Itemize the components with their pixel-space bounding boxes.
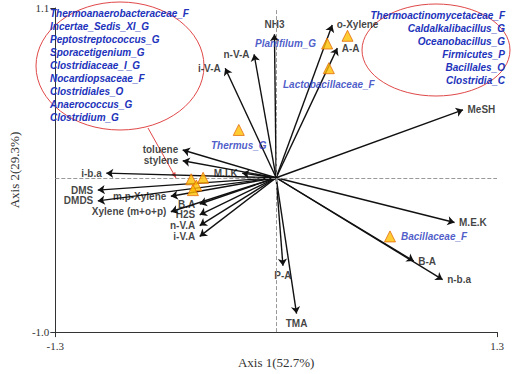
svg-text:Planifilum_G: Planifilum_G	[255, 38, 316, 49]
svg-text:Thermus_G: Thermus_G	[211, 140, 267, 151]
svg-text:n-V-A: n-V-A	[223, 49, 249, 60]
svg-text:Thermoanaerobacteraceae_F: Thermoanaerobacteraceae_F	[50, 8, 190, 19]
svg-text:TMA: TMA	[286, 318, 308, 329]
svg-text:i-V-A: i-V-A	[198, 63, 221, 74]
svg-text:Bacillales_O: Bacillales_O	[446, 62, 506, 73]
svg-text:i-b.a: i-b.a	[81, 168, 102, 179]
svg-text:i-V.A: i-V.A	[173, 231, 195, 242]
svg-text:Peptostreptococcus_G: Peptostreptococcus_G	[50, 34, 160, 45]
svg-text:Clostridiaceae_I_G: Clostridiaceae_I_G	[50, 60, 140, 71]
svg-text:n-V.A: n-V.A	[170, 220, 195, 231]
svg-text:Xylene (m+o+p): Xylene (m+o+p)	[92, 206, 166, 217]
svg-text:Sporacetigenium_G: Sporacetigenium_G	[50, 47, 145, 58]
svg-text:Axis 1(52.7%): Axis 1(52.7%)	[238, 355, 315, 370]
svg-text:Nocardiopsaceae_F: Nocardiopsaceae_F	[50, 73, 145, 84]
svg-text:B-A: B-A	[418, 256, 436, 267]
svg-text:n-b.a: n-b.a	[447, 274, 471, 285]
svg-text:-1.3: -1.3	[47, 340, 65, 352]
svg-text:m.p-Xylene: m.p-Xylene	[113, 191, 167, 202]
svg-text:o-Xylene: o-Xylene	[337, 19, 379, 30]
svg-text:Axis 2(29.3%): Axis 2(29.3%)	[7, 132, 22, 209]
svg-text:Bacillaceae_F: Bacillaceae_F	[401, 231, 468, 242]
svg-text:Oceanobacillus_G: Oceanobacillus_G	[418, 36, 505, 47]
svg-text:NH3: NH3	[264, 19, 284, 30]
svg-text:A-A: A-A	[342, 43, 360, 54]
svg-text:Firmicutes_P: Firmicutes_P	[442, 49, 505, 60]
svg-text:Incertae_Sedis_XI_G: Incertae_Sedis_XI_G	[50, 21, 149, 32]
svg-text:Lactobacillaceae_F: Lactobacillaceae_F	[283, 79, 376, 90]
svg-text:DMS: DMS	[71, 185, 94, 196]
svg-text:Clostridia_C: Clostridia_C	[446, 75, 506, 86]
svg-text:M.I.K: M.I.K	[214, 168, 239, 179]
svg-text:Thermoactinomycetaceae_F: Thermoactinomycetaceae_F	[370, 10, 505, 21]
svg-text:H2S: H2S	[176, 209, 196, 220]
svg-text:Clostridium_G: Clostridium_G	[50, 112, 119, 123]
svg-text:Clostridiales_O: Clostridiales_O	[50, 86, 124, 97]
svg-text:1.3: 1.3	[490, 340, 504, 352]
svg-text:DMDS: DMDS	[64, 195, 94, 206]
svg-text:stylene: stylene	[144, 155, 179, 166]
svg-text:P-A: P-A	[274, 269, 292, 281]
svg-text:toluene: toluene	[143, 144, 179, 155]
svg-text:Anaerococcus_G: Anaerococcus_G	[49, 99, 132, 110]
svg-text:1.1: 1.1	[36, 2, 50, 14]
svg-text:B.A: B.A	[178, 199, 195, 210]
svg-text:-1.0: -1.0	[32, 326, 50, 338]
svg-text:MeSH: MeSH	[468, 104, 496, 115]
svg-text:M.E.K: M.E.K	[459, 217, 488, 228]
svg-text:Caldalkalibacillus_G: Caldalkalibacillus_G	[408, 23, 505, 34]
